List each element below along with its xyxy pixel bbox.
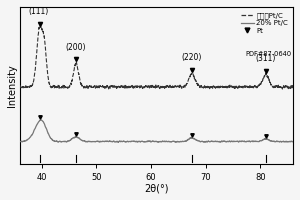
Text: PDF#87-0640: PDF#87-0640 <box>246 51 292 57</box>
Text: (111): (111) <box>29 7 49 16</box>
X-axis label: 2θ(°): 2θ(°) <box>144 183 169 193</box>
Text: (220): (220) <box>182 53 202 62</box>
Y-axis label: Intensity: Intensity <box>7 64 17 107</box>
Legend: 回收后Pt/C, 20% Pt/C, Pt: 回收后Pt/C, 20% Pt/C, Pt <box>240 11 290 35</box>
Text: (200): (200) <box>66 43 86 52</box>
Text: (311): (311) <box>256 54 276 63</box>
